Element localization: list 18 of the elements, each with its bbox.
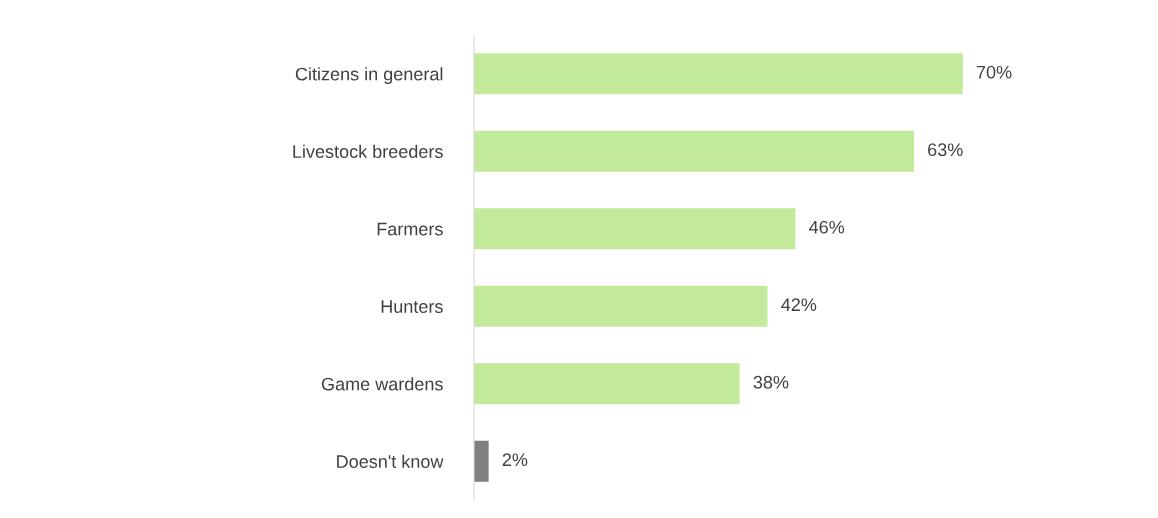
y-tick-label: Doesn't know bbox=[337, 454, 444, 468]
bar bbox=[474, 285, 768, 327]
y-tick-label: Citizens in general bbox=[295, 67, 443, 85]
data-label: 2% bbox=[502, 453, 528, 467]
y-tick-label: Game wardens bbox=[321, 377, 443, 391]
data-label: 63% bbox=[928, 143, 963, 157]
y-tick-label: Hunters bbox=[381, 300, 443, 313]
bar bbox=[474, 440, 489, 482]
bar bbox=[474, 363, 740, 405]
bar bbox=[474, 130, 914, 172]
bar bbox=[474, 208, 796, 250]
bar bbox=[474, 53, 963, 95]
y-tick-label: Farmers bbox=[377, 222, 443, 236]
y-tick-label: Livestock breeders bbox=[293, 144, 443, 158]
data-label: 46% bbox=[809, 220, 845, 234]
data-label: 42% bbox=[781, 298, 817, 312]
data-label: 38% bbox=[753, 375, 789, 389]
data-label: 70% bbox=[976, 65, 1012, 79]
